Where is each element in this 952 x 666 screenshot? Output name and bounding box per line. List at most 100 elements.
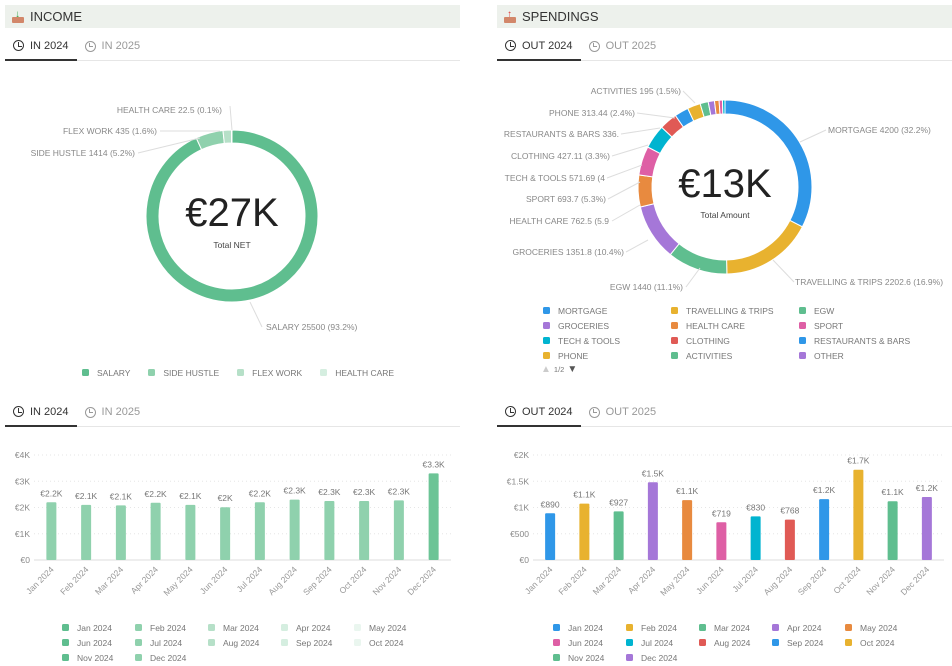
legend-item-oct-2024[interactable]: Oct 2024 (845, 635, 918, 650)
legend-item-travelling-trips[interactable]: TRAVELLING & TRIPS (671, 303, 799, 318)
bar-jun-2024 (220, 507, 231, 560)
donut-label-egw: EGW 1440 (11.1%) (609, 282, 683, 292)
legend-item-groceries[interactable]: GROCERIES (543, 318, 671, 333)
tab-label: OUT 2024 (522, 405, 573, 418)
bar-apr-2024 (150, 502, 161, 560)
tab-in-2024-bars[interactable]: IN 2024 (5, 398, 77, 427)
legend-item-may-2024[interactable]: May 2024 (845, 620, 918, 635)
y-tick-label: €0 (520, 555, 530, 565)
legend-label: Mar 2024 (714, 622, 750, 633)
legend-item-salary[interactable]: SALARY (82, 365, 130, 380)
legend-item-phone[interactable]: PHONE (543, 348, 671, 363)
legend-item-may-2024[interactable]: May 2024 (354, 620, 427, 635)
legend-label: Aug 2024 (223, 637, 260, 648)
legend-label: Jun 2024 (568, 637, 603, 648)
legend-item-aug-2024[interactable]: Aug 2024 (208, 635, 281, 650)
tab-out-2024-bars[interactable]: OUT 2024 (497, 398, 581, 427)
y-tick-label: €0 (21, 555, 31, 565)
legend-item-apr-2024[interactable]: Apr 2024 (281, 620, 354, 635)
bar-may-2024 (185, 504, 196, 560)
legend-item-activities[interactable]: ACTIVITIES (671, 348, 799, 363)
x-tick-label: Nov 2024 (864, 564, 897, 597)
legend-label: CLOTHING (686, 335, 730, 346)
legend-item-other[interactable]: OTHER (799, 348, 927, 363)
legend-label: May 2024 (369, 622, 407, 633)
tab-in-2024[interactable]: IN 2024 (5, 32, 77, 61)
legend-item-sport[interactable]: SPORT (799, 318, 927, 333)
legend-item-dec-2024[interactable]: Dec 2024 (626, 650, 699, 665)
legend-item-jan-2024[interactable]: Jan 2024 (62, 620, 135, 635)
legend-item-nov-2024[interactable]: Nov 2024 (62, 650, 135, 665)
legend-item-flex-work[interactable]: FLEX WORK (237, 365, 302, 380)
donut-label-phone: PHONE 313.44 (2.4%) (549, 108, 635, 118)
legend-prev-page-icon[interactable]: ▲ (541, 364, 551, 375)
legend-swatch (135, 654, 142, 661)
legend-item-jul-2024[interactable]: Jul 2024 (626, 635, 699, 650)
data-label: €1.5K (642, 468, 665, 478)
pie-clock-icon (13, 406, 24, 417)
legend-label: Nov 2024 (77, 652, 114, 663)
legend-item-oct-2024[interactable]: Oct 2024 (354, 635, 427, 650)
legend-item-mar-2024[interactable]: Mar 2024 (208, 620, 281, 635)
spendings-total-value: €13K (678, 162, 772, 206)
legend-swatch (62, 624, 69, 631)
legend-item-restaurants-bars[interactable]: RESTAURANTS & BARS (799, 333, 927, 348)
tab-out-2025-bars[interactable]: OUT 2025 (581, 398, 665, 426)
data-label: €2.3K (318, 487, 341, 497)
legend-swatch (208, 639, 215, 646)
legend-label: Jul 2024 (641, 637, 674, 648)
legend-item-feb-2024[interactable]: Feb 2024 (626, 620, 699, 635)
tab-out-2025[interactable]: OUT 2025 (581, 32, 665, 60)
tab-label: IN 2025 (101, 406, 141, 418)
legend-item-mortgage[interactable]: MORTGAGE (543, 303, 671, 318)
legend-item-mar-2024[interactable]: Mar 2024 (699, 620, 772, 635)
legend-swatch (772, 639, 779, 646)
y-tick-label: €1K (514, 503, 529, 513)
legend-item-feb-2024[interactable]: Feb 2024 (135, 620, 208, 635)
tab-label: IN 2024 (30, 405, 69, 418)
tab-out-2024[interactable]: OUT 2024 (497, 32, 581, 61)
donut-label-side-hustle: SIDE HUSTLE 1414 (5.2%) (30, 148, 135, 158)
leader-line (799, 129, 827, 143)
tab-label: OUT 2025 (605, 40, 657, 52)
legend-label: ACTIVITIES (686, 350, 733, 361)
bar-jul-2024 (750, 516, 761, 560)
tab-label: OUT 2024 (522, 39, 573, 52)
tab-in-2025-bars[interactable]: IN 2025 (77, 398, 149, 426)
legend-label: TRAVELLING & TRIPS (686, 305, 774, 316)
legend-item-health-care[interactable]: HEALTH CARE (320, 365, 394, 380)
legend-item-egw[interactable]: EGW (799, 303, 927, 318)
spendings-donut-legend: MORTGAGE TRAVELLING & TRIPS EGW GROCERIES HE… (543, 303, 927, 363)
leader-line (772, 259, 795, 283)
legend-item-nov-2024[interactable]: Nov 2024 (553, 650, 626, 665)
legend-swatch (671, 337, 678, 344)
pie-clock-icon (13, 40, 24, 51)
data-label: €2.1K (179, 491, 202, 501)
leader-line (682, 90, 696, 104)
legend-item-jun-2024[interactable]: Jun 2024 (62, 635, 135, 650)
legend-item-apr-2024[interactable]: Apr 2024 (772, 620, 845, 635)
legend-item-sep-2024[interactable]: Sep 2024 (772, 635, 845, 650)
legend-swatch (671, 352, 678, 359)
y-tick-label: €1K (15, 529, 30, 539)
legend-item-side-hustle[interactable]: SIDE HUSTLE (148, 365, 219, 380)
legend-item-sep-2024[interactable]: Sep 2024 (281, 635, 354, 650)
legend-item-jul-2024[interactable]: Jul 2024 (135, 635, 208, 650)
legend-swatch (699, 639, 706, 646)
tab-in-2025[interactable]: IN 2025 (77, 32, 149, 60)
legend-swatch (82, 369, 89, 376)
legend-item-clothing[interactable]: CLOTHING (671, 333, 799, 348)
legend-next-page-icon[interactable]: ▼ (567, 364, 578, 375)
legend-item-health-care[interactable]: HEALTH CARE (671, 318, 799, 333)
legend-item-dec-2024[interactable]: Dec 2024 (135, 650, 208, 665)
legend-item-jan-2024[interactable]: Jan 2024 (553, 620, 626, 635)
legend-item-aug-2024[interactable]: Aug 2024 (699, 635, 772, 650)
legend-item-tech-tools[interactable]: TECH & TOOLS (543, 333, 671, 348)
legend-swatch (553, 654, 560, 661)
legend-item-jun-2024[interactable]: Jun 2024 (553, 635, 626, 650)
data-label: €1.2K (813, 485, 836, 495)
x-tick-label: Jun 2024 (694, 564, 726, 596)
